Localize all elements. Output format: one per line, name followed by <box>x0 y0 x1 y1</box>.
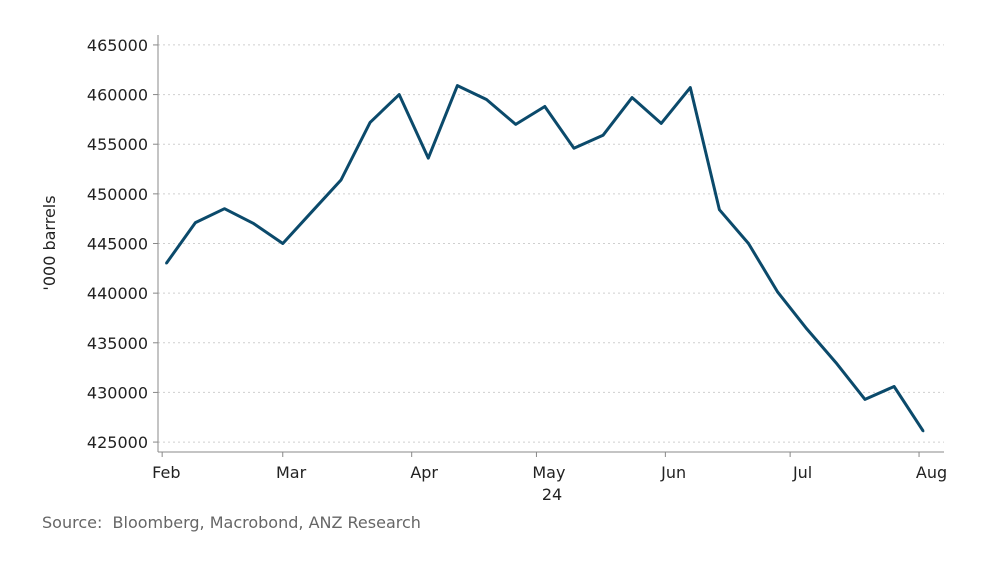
data-points <box>165 84 925 433</box>
x-tick-label: Feb <box>152 463 180 482</box>
data-point <box>718 208 721 211</box>
data-point <box>310 210 314 213</box>
y-tick-label: 455000 <box>87 135 148 154</box>
data-point <box>892 385 896 388</box>
x-tick-label: Mar <box>276 463 307 482</box>
y-axis-ticks: 425000 430000 435000 440000 445000 450000 4550… <box>87 36 158 452</box>
data-point <box>601 134 605 137</box>
data-point <box>398 93 401 96</box>
gridlines <box>158 44 944 443</box>
data-point <box>543 105 546 108</box>
data-point <box>660 122 663 125</box>
y-tick-label: 425000 <box>87 433 148 452</box>
data-point <box>834 361 838 364</box>
y-tick-label: 435000 <box>87 334 148 353</box>
data-point <box>747 242 750 245</box>
data-point <box>776 290 779 294</box>
data-point <box>165 262 168 265</box>
x-tick-label: Jul <box>792 463 812 482</box>
x-axis-ticks <box>161 452 920 457</box>
data-point <box>456 84 459 87</box>
source-note: Source: Bloomberg, Macrobond, ANZ Resear… <box>42 513 421 532</box>
data-point <box>805 327 808 331</box>
data-point <box>281 242 284 245</box>
x-tick-label: Apr <box>410 463 438 482</box>
y-axis-title: '000 barrels <box>40 195 59 290</box>
data-point <box>427 156 430 160</box>
data-point <box>368 121 372 124</box>
y-tick-label: 450000 <box>87 185 148 204</box>
data-point <box>223 207 226 210</box>
data-point <box>922 429 925 433</box>
y-tick-label: 430000 <box>87 383 148 402</box>
data-point <box>630 96 634 99</box>
y-tick-label: 445000 <box>87 235 148 254</box>
x-tick-label: Jun <box>660 463 686 482</box>
data-point <box>689 86 692 89</box>
data-point <box>252 222 255 225</box>
y-tick-label: 440000 <box>87 284 148 303</box>
data-point <box>572 146 576 150</box>
series-line <box>165 84 925 432</box>
x-axis-year-label: 24 <box>542 485 562 504</box>
source-label: Source: <box>42 513 103 532</box>
data-point <box>514 123 517 126</box>
x-axis-month-labels: Feb Mar Apr May Jun Jul Aug <box>152 463 947 482</box>
data-point <box>194 221 197 224</box>
x-tick-label: May <box>532 463 565 482</box>
x-tick-label: Aug <box>916 463 947 482</box>
y-tick-label: 460000 <box>87 86 148 105</box>
data-point <box>863 398 867 401</box>
y-tick-label: 465000 <box>87 36 148 55</box>
data-point <box>339 178 343 182</box>
source-text: Bloomberg, Macrobond, ANZ Research <box>112 513 421 532</box>
data-point <box>485 98 488 101</box>
line-chart: 425000 430000 435000 440000 445000 450000 4550… <box>40 35 947 504</box>
